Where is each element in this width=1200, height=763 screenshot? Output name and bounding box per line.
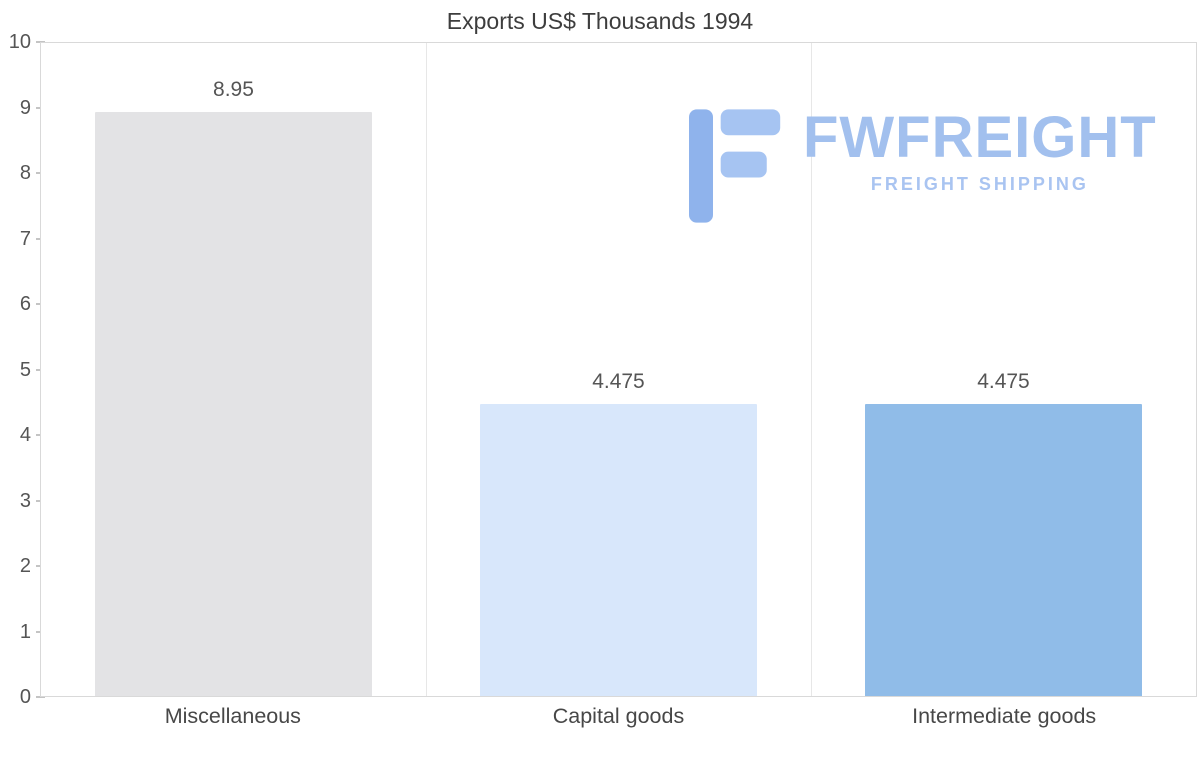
watermark-text: FWFREIGHT FREIGHT SHIPPING (803, 109, 1157, 195)
vertical-gridline (810, 43, 812, 696)
y-axis-tick-label: 9 (19, 96, 31, 119)
y-axis-tick-label: 7 (19, 227, 31, 250)
chart-title: Exports US$ Thousands 1994 (446, 8, 754, 34)
bar-capital-goods (479, 403, 758, 696)
watermark-logo: FWFREIGHT FREIGHT SHIPPING (689, 109, 1157, 228)
y-axis-tick-label: 10 (8, 31, 31, 53)
brand-tagline: FREIGHT SHIPPING (870, 174, 1089, 194)
bar-value-label: 4.475 (592, 369, 645, 393)
bar-group: 4.475 (811, 43, 1196, 696)
category-label: Miscellaneous (164, 704, 301, 728)
category-label: Capital goods (552, 704, 685, 728)
y-axis-tick-label: 0 (19, 686, 31, 708)
y-axis-tick-label: 5 (19, 358, 31, 381)
bar-group: 4.475 (426, 43, 811, 696)
fwfreight-logo-icon (689, 109, 785, 228)
x-axis-labels: Miscellaneous Capital goods Intermediate… (40, 704, 1197, 729)
y-axis-tick-label: 8 (19, 162, 31, 184)
y-axis-tick-label: 6 (19, 293, 31, 315)
y-axis-tick-label: 2 (19, 555, 31, 577)
bar-miscellaneous (94, 111, 373, 696)
y-axis-tick-mark (36, 696, 45, 698)
vertical-gridline (425, 43, 427, 696)
y-axis-tick-label: 4 (19, 424, 31, 446)
bar-intermediate-goods (864, 403, 1143, 696)
y-axis-tick-label: 3 (19, 489, 31, 512)
bar-value-label: 8.95 (213, 77, 254, 101)
y-axis: 0 1 2 3 4 5 6 7 8 9 10 (0, 32, 45, 707)
plot-area: 8.95 4.475 4.475 FWFREIGHT FREIGHT SHIPP… (40, 42, 1197, 697)
category-label: Intermediate goods (912, 704, 1097, 728)
bar-group: 8.95 (41, 43, 426, 696)
brand-name: FWFREIGHT (803, 105, 1157, 170)
bar-value-label: 4.475 (977, 369, 1030, 393)
y-axis-tick-label: 1 (19, 620, 31, 643)
